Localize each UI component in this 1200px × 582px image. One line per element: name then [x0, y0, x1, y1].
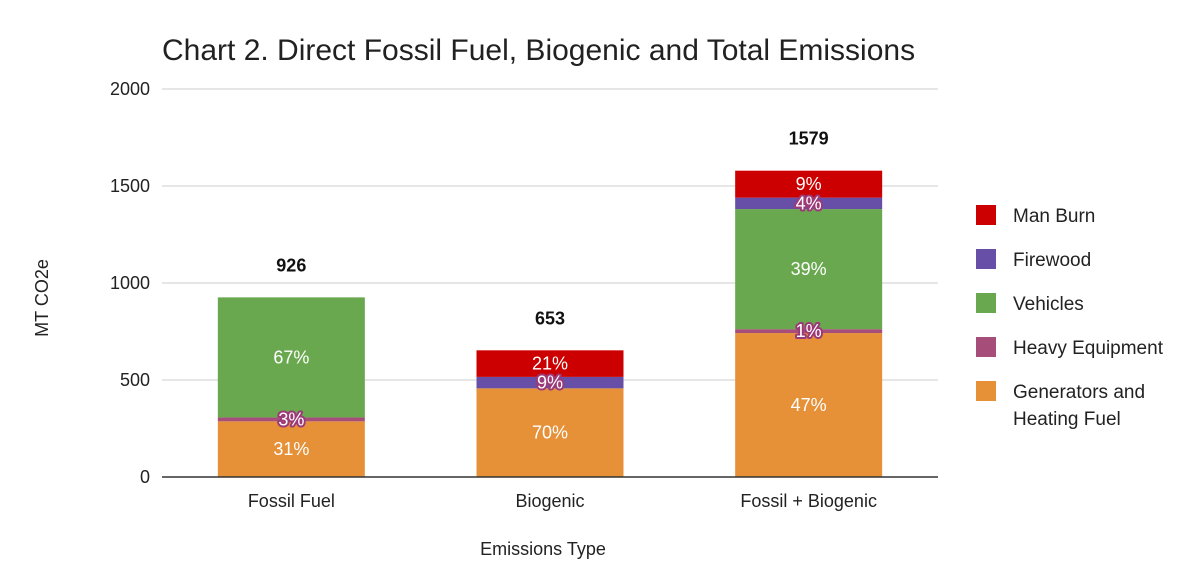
bar-segment-heavy-equipment: [735, 329, 883, 334]
data-label: 21%: [532, 354, 568, 374]
legend-label: Firewood: [1013, 250, 1091, 271]
x-axis-title: Emissions Type: [480, 539, 606, 559]
y-tick-label: 500: [120, 370, 150, 390]
y-axis-title: MT CO2e: [32, 259, 52, 337]
bar-segment-generators-and-heating-fuel: [476, 388, 624, 477]
chart-title: Chart 2. Direct Fossil Fuel, Biogenic an…: [162, 34, 915, 67]
y-axis-ticks: 0 500 1000 1500 2000: [110, 79, 150, 487]
x-tick-label: Biogenic: [515, 491, 584, 511]
data-label: 1%: [796, 321, 822, 341]
legend-swatch: [976, 337, 996, 357]
y-tick-label: 1500: [110, 176, 150, 196]
bar-segment-firewood: [735, 197, 883, 210]
bar-segment-generators-and-heating-fuel: [735, 333, 883, 477]
data-label: 4%: [796, 193, 822, 213]
data-label: 67%: [273, 347, 309, 367]
legend-label: Heavy Equipment: [1013, 338, 1164, 359]
x-axis-ticks: Fossil Fuel Biogenic Fossil + Biogenic: [248, 491, 877, 511]
x-tick-label: Fossil + Biogenic: [740, 491, 877, 511]
bars: [217, 170, 883, 477]
legend-swatch: [976, 249, 996, 269]
legend-swatch: [976, 381, 996, 401]
legend-label: Heating Fuel: [1013, 409, 1121, 430]
data-label: 3%: [278, 409, 304, 429]
data-label: 39%: [791, 259, 827, 279]
bar-segment-vehicles: [735, 209, 883, 330]
legend-label: Man Burn: [1013, 206, 1095, 227]
bar-segment-man-burn: [735, 170, 883, 198]
data-label: 9%: [537, 373, 563, 393]
total-label: 653: [535, 308, 565, 328]
legend-swatch: [976, 205, 996, 225]
bar-segment-man-burn: [476, 350, 624, 377]
segment-labels: 31%3%67%70%9%21%47%1%39%4%9%: [273, 174, 826, 459]
bar-segment-vehicles: [217, 297, 365, 418]
y-tick-label: 0: [140, 467, 150, 487]
legend-label: Vehicles: [1013, 294, 1084, 315]
bar-segment-firewood: [476, 376, 624, 389]
legend: Man Burn Firewood Vehicles Heavy Equipment G…: [976, 205, 1164, 430]
total-label: 1579: [789, 129, 829, 149]
x-tick-label: Fossil Fuel: [248, 491, 335, 511]
bar-segment-generators-and-heating-fuel: [217, 421, 365, 477]
legend-label: Generators and: [1013, 382, 1145, 403]
total-labels: 926 653 1579: [276, 129, 828, 329]
data-label: 70%: [532, 423, 568, 443]
legend-swatch: [976, 293, 996, 313]
data-label: 47%: [791, 395, 827, 415]
data-label: 9%: [796, 174, 822, 194]
total-label: 926: [276, 255, 306, 275]
y-tick-label: 1000: [110, 273, 150, 293]
y-tick-label: 2000: [110, 79, 150, 99]
bar-segment-heavy-equipment: [217, 417, 365, 422]
data-label: 31%: [273, 439, 309, 459]
